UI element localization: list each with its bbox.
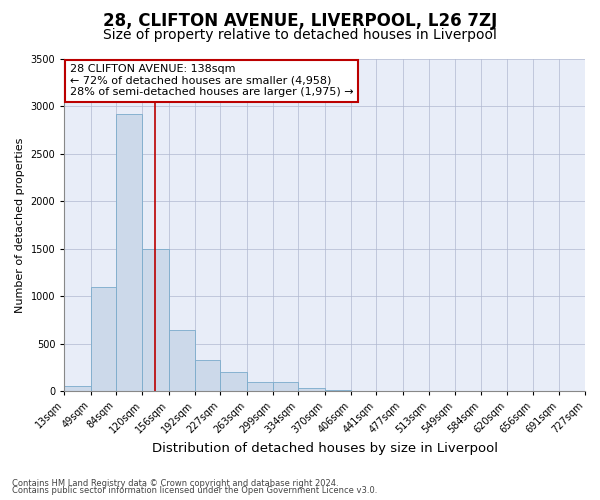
Bar [91,286,116,391]
Text: 28, CLIFTON AVENUE, LIVERPOOL, L26 7ZJ: 28, CLIFTON AVENUE, LIVERPOOL, L26 7ZJ [103,12,497,30]
Bar [220,372,247,391]
Bar [298,388,325,391]
Bar [64,386,91,391]
Bar [142,248,169,391]
Text: Contains public sector information licensed under the Open Government Licence v3: Contains public sector information licen… [12,486,377,495]
Bar [195,360,220,391]
Bar [169,330,195,391]
Text: Size of property relative to detached houses in Liverpool: Size of property relative to detached ho… [103,28,497,42]
Y-axis label: Number of detached properties: Number of detached properties [15,138,25,312]
Bar [273,382,298,391]
Text: Contains HM Land Registry data © Crown copyright and database right 2024.: Contains HM Land Registry data © Crown c… [12,478,338,488]
Bar [325,390,351,391]
Bar [247,382,273,391]
X-axis label: Distribution of detached houses by size in Liverpool: Distribution of detached houses by size … [152,442,497,455]
Bar [116,114,142,391]
Text: 28 CLIFTON AVENUE: 138sqm
← 72% of detached houses are smaller (4,958)
28% of se: 28 CLIFTON AVENUE: 138sqm ← 72% of detac… [70,64,353,97]
